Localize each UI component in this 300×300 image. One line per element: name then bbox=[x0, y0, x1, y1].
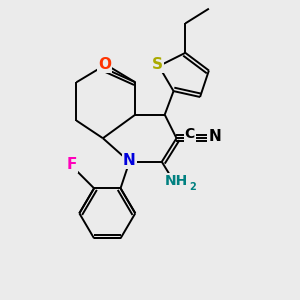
Text: N: N bbox=[208, 129, 221, 144]
Text: S: S bbox=[152, 57, 163, 72]
Text: O: O bbox=[98, 57, 111, 72]
Text: 2: 2 bbox=[189, 182, 196, 192]
Text: N: N bbox=[123, 153, 136, 168]
Text: F: F bbox=[67, 157, 77, 172]
Text: C: C bbox=[184, 127, 195, 141]
Text: NH: NH bbox=[165, 174, 188, 188]
